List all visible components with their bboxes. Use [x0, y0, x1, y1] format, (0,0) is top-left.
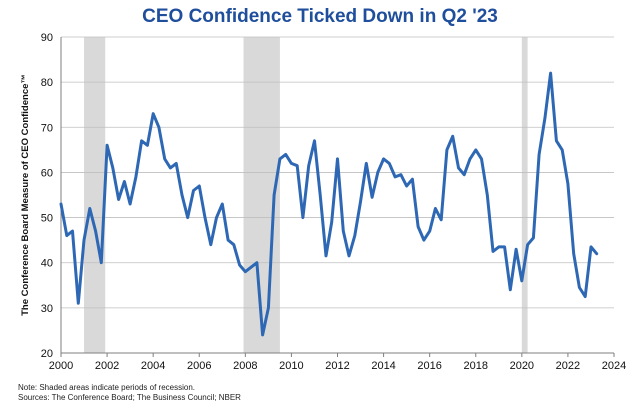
- y-axis-label: The Conference Board Measure of CEO Conf…: [20, 74, 31, 316]
- x-tick-label-2004: 2004: [141, 360, 165, 372]
- y-tick-label-60: 60: [41, 167, 53, 179]
- y-tick-label-20: 20: [41, 348, 53, 360]
- recession-band-0: [84, 37, 106, 353]
- y-tick-label-90: 90: [41, 32, 53, 44]
- x-tick-label-2000: 2000: [49, 360, 73, 372]
- x-tick-label-2024: 2024: [602, 360, 626, 372]
- y-tick-label-40: 40: [41, 258, 53, 270]
- y-tick-label-70: 70: [41, 122, 53, 134]
- series-line-0: [59, 71, 599, 337]
- axes: 20 30 40 50 60 70 80 90 2000 2002 2004 2006 2008 2010…: [41, 32, 626, 372]
- x-tick-label-2014: 2014: [371, 360, 395, 372]
- x-tick-label-2016: 2016: [417, 360, 441, 372]
- x-tick-label-2018: 2018: [464, 360, 488, 372]
- x-tick-label-2022: 2022: [556, 360, 580, 372]
- y-tick-label-30: 30: [41, 303, 53, 315]
- sources-note: Sources: The Conference Board; The Busin…: [18, 393, 241, 402]
- x-tick-label-2008: 2008: [233, 360, 257, 372]
- x-tick-label-2010: 2010: [279, 360, 303, 372]
- y-tick-label-50: 50: [41, 213, 53, 225]
- recession-note: Note: Shaded areas indicate periods of r…: [18, 383, 195, 392]
- x-tick-label-2020: 2020: [510, 360, 534, 372]
- y-tick-label-80: 80: [41, 77, 53, 89]
- x-tick-label-2006: 2006: [187, 360, 211, 372]
- x-tick-label-2002: 2002: [95, 360, 119, 372]
- chart-title: CEO Confidence Ticked Down in Q2 '23: [142, 6, 498, 27]
- x-tick-label-2012: 2012: [325, 360, 349, 372]
- recession-shading: [84, 37, 528, 353]
- recession-band-2: [521, 37, 528, 353]
- series-line-layer: [59, 71, 599, 337]
